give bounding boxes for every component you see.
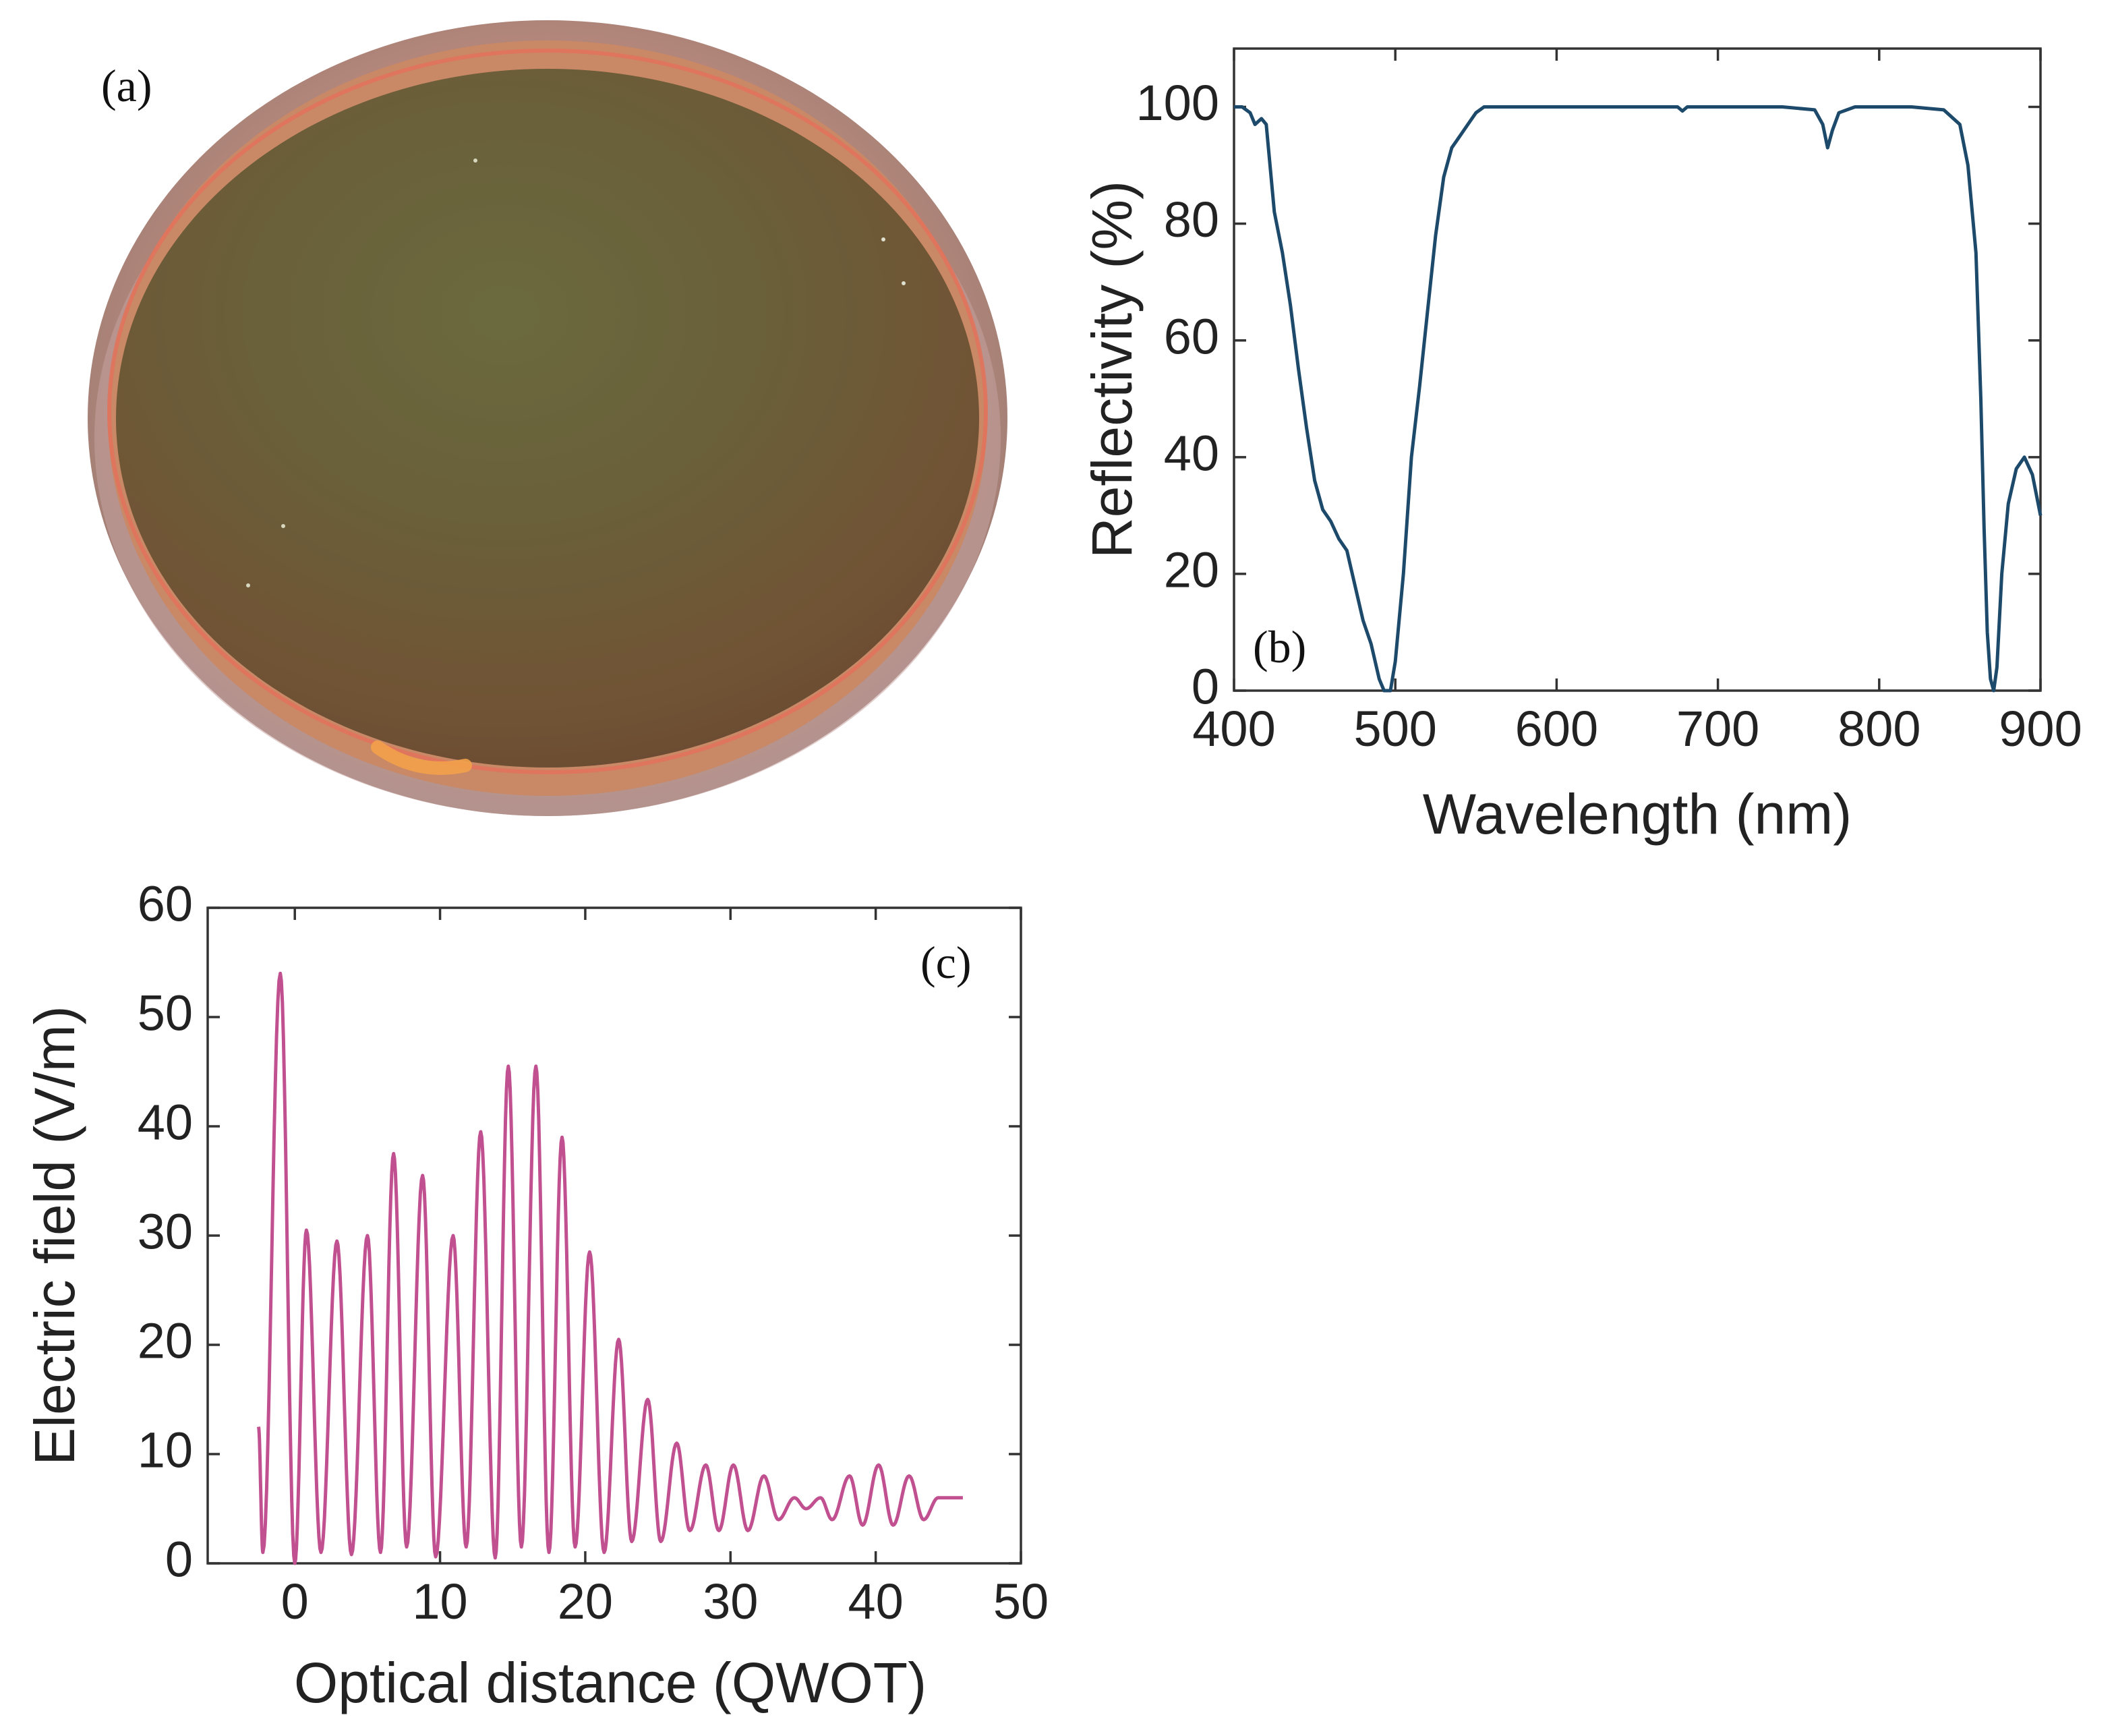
chart-c-y-tick-label: 40	[138, 1095, 193, 1151]
mirror-orange-ring	[107, 49, 988, 774]
chart-c-y-tick-label: 0	[165, 1532, 193, 1588]
chart-b-frame	[1233, 47, 2042, 692]
mirror-photo	[88, 20, 1007, 816]
chart-c-y-tick-label: 30	[138, 1204, 193, 1260]
chart-c-x-tick-label: 30	[703, 1573, 758, 1629]
chart-c-x-tick-label: 40	[848, 1573, 903, 1629]
chart-c-y-tick-label: 10	[138, 1422, 193, 1478]
chart-c-y-ticks: 0 10 20 30 40 50 60	[138, 876, 1021, 1588]
chart-c-x-ticks: 0 10 20 30 40 50	[281, 908, 1049, 1629]
chart-b-x-tick-label: 700	[1676, 701, 1759, 757]
chart-c-series-line	[256, 971, 963, 1565]
chart-b-y-tick-label: 60	[1164, 308, 1219, 364]
chart-b-y-tick-label: 80	[1164, 192, 1219, 248]
mirror-edge-highlight	[371, 741, 472, 775]
chart-b-x-axis-title: Wavelength (nm)	[1423, 782, 1852, 846]
mirror-coated-face	[116, 69, 979, 768]
dust-speck	[246, 583, 250, 587]
chart-b-x-tick-label: 900	[1999, 701, 2082, 757]
chart-c-x-tick-label: 10	[412, 1573, 467, 1629]
chart-c-x-tick-label: 50	[993, 1573, 1049, 1629]
dust-speck	[902, 281, 906, 285]
chart-b-y-tick-label: 0	[1192, 659, 1219, 715]
chart-c-x-tick-label: 20	[558, 1573, 613, 1629]
chart-b-y-tick-label: 100	[1136, 75, 1219, 131]
dust-speck	[281, 524, 285, 528]
chart-b-series-line	[1234, 105, 2043, 693]
chart-c-y-tick-label: 60	[138, 876, 193, 932]
chart-b-y-ticks: 0 20 40 60 80 100	[1136, 75, 2040, 715]
chart-c-y-axis-title: Electric field (V/m)	[23, 1006, 86, 1465]
chart-b-x-tick-label: 600	[1515, 701, 1598, 757]
chart-b-x-tick-label: 800	[1838, 701, 1920, 757]
chart-c-frame	[206, 906, 1022, 1565]
chart-b-y-tick-label: 40	[1164, 425, 1219, 481]
dust-speck	[473, 158, 477, 163]
chart-b-y-axis-title: Reflectivity (%)	[1080, 181, 1144, 558]
chart-b-y-tick-label: 20	[1164, 542, 1219, 598]
chart-c-x-tick-label: 0	[281, 1573, 309, 1629]
chart-b-x-tick-label: 500	[1353, 701, 1436, 757]
chart-c: 0 10 20 30 40 50 60 0 10 20 30 40 50 Optical distan…	[23, 876, 1049, 1714]
panel-c-label: (c)	[920, 937, 971, 988]
chart-c-y-tick-label: 50	[138, 985, 193, 1041]
panel-b-label: (b)	[1253, 621, 1306, 672]
chart-b-x-tick-label: 400	[1192, 701, 1275, 757]
chart-b-x-ticks: 400 500 600 700 800 900	[1192, 49, 2082, 757]
chart-c-x-axis-title: Optical distance (QWOT)	[294, 1651, 927, 1714]
chart-c-y-tick-label: 20	[138, 1313, 193, 1369]
dust-speck	[881, 237, 885, 241]
panel-a-label: (a)	[101, 60, 152, 111]
chart-b: 0 20 40 60 80 100 400 500 600 700 800 900 Waveleng…	[1080, 47, 2082, 846]
